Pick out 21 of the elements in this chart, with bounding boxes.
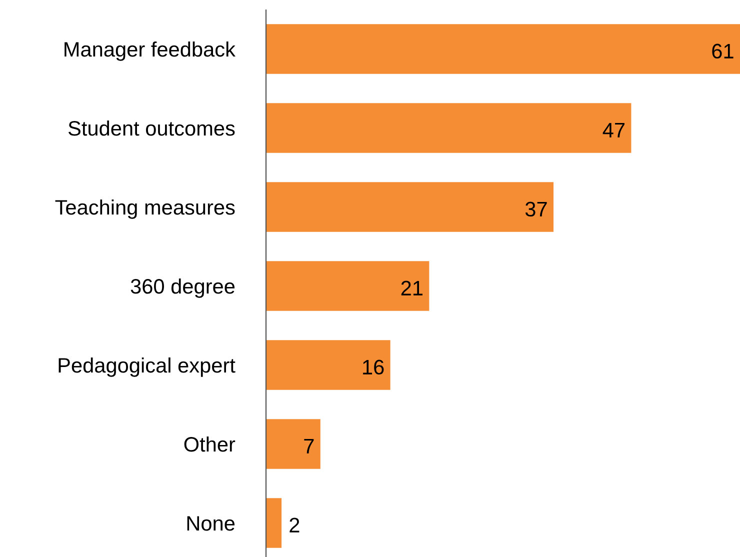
bar — [266, 103, 632, 153]
bar — [266, 261, 430, 311]
bar — [266, 182, 554, 232]
bar — [266, 24, 740, 74]
data-label: 61 — [712, 44, 734, 59]
y-tick-label: Student outcomes — [68, 120, 235, 136]
bar — [266, 340, 390, 390]
y-tick-label: Teaching measures — [55, 199, 235, 219]
data-label: 16 — [363, 360, 384, 375]
data-label: 2 — [290, 518, 300, 532]
data-label: 47 — [602, 123, 624, 138]
bar — [266, 498, 282, 548]
y-tick-label: None — [187, 516, 235, 531]
data-label: 7 — [304, 439, 314, 454]
y-tick-label: Other — [184, 436, 236, 452]
data-label: 21 — [401, 280, 422, 296]
bar — [266, 419, 320, 469]
y-tick-label: 360 degree — [130, 278, 235, 298]
y-tick-label: Manager feedback — [64, 41, 236, 61]
data-label: 37 — [525, 202, 547, 217]
y-tick-label: Pedagogical expert — [58, 357, 236, 377]
